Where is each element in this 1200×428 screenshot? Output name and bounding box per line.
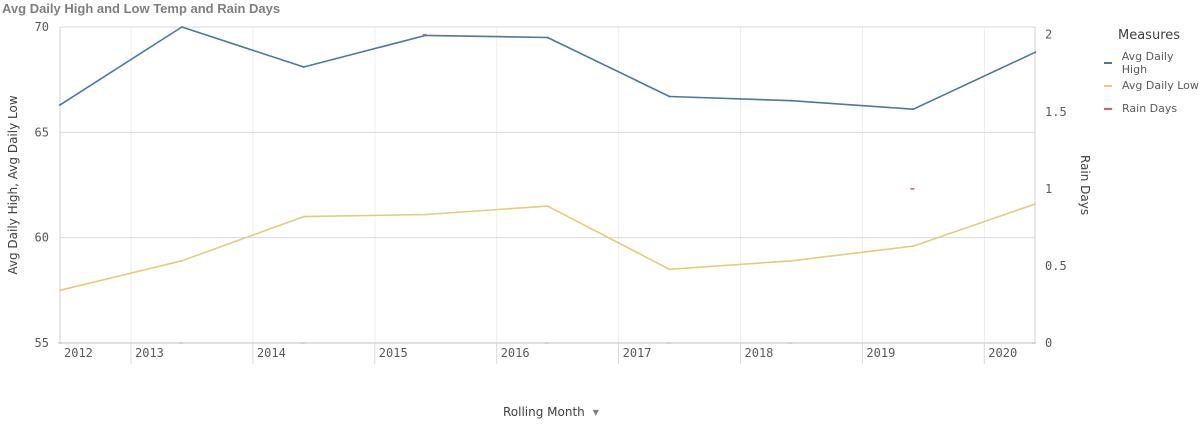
x-axis-title: Rolling Month bbox=[503, 405, 585, 419]
y-right-tick-label: 0 bbox=[1045, 336, 1052, 350]
y-right-tick-label: 0.5 bbox=[1045, 259, 1067, 273]
legend-swatch bbox=[1104, 84, 1112, 87]
legend-item-avg-daily-high[interactable]: Avg Daily High bbox=[1104, 49, 1200, 76]
x-tick-label: 2013 bbox=[135, 346, 164, 360]
y-right-axis-title: Rain Days bbox=[1078, 155, 1092, 215]
data-point-avg-daily-low bbox=[912, 245, 915, 248]
data-point-avg-daily-high bbox=[668, 95, 671, 98]
axes bbox=[59, 27, 1036, 364]
y-right-tick-label: 1.5 bbox=[1045, 105, 1067, 119]
data-point-avg-daily-high bbox=[1034, 51, 1037, 54]
legend-label: Rain Days bbox=[1122, 102, 1178, 115]
chevron-down-icon: ▼ bbox=[592, 407, 599, 417]
x-tick-label: 2020 bbox=[988, 346, 1017, 360]
data-point-avg-daily-high bbox=[912, 108, 915, 111]
x-tick-label: 2018 bbox=[745, 346, 774, 360]
data-point-avg-daily-high bbox=[180, 26, 183, 28]
legend-label: Avg Daily High bbox=[1121, 49, 1174, 76]
legend-label: Avg Daily Low bbox=[1122, 79, 1199, 92]
legend: Measures Avg Daily High Avg Daily Low Ra… bbox=[1104, 28, 1200, 120]
chart-title: Avg Daily High and Low Temp and Rain Day… bbox=[2, 1, 281, 16]
gridlines bbox=[60, 26, 1035, 344]
x-axis-title-dropdown[interactable]: Rolling Month ▼ bbox=[503, 405, 599, 419]
series-lines bbox=[58, 26, 1037, 344]
y-tick-label: 70 bbox=[35, 20, 49, 34]
axis-labels: 55 60 65 70 0 0.5 1 1.5 2 2012 2013 2014 2015 2016 201… bbox=[6, 20, 1092, 360]
x-tick-label: 2017 bbox=[623, 346, 652, 360]
x-tick-label: 2019 bbox=[866, 346, 895, 360]
data-point-avg-daily-high bbox=[546, 36, 549, 39]
x-tick-label: 2012 bbox=[64, 346, 93, 360]
legend-swatch bbox=[1104, 107, 1112, 110]
data-point-avg-daily-high bbox=[59, 103, 61, 106]
x-tick-label: 2015 bbox=[379, 346, 408, 360]
y-right-tick-label: 1 bbox=[1045, 182, 1052, 196]
data-point-avg-daily-low bbox=[668, 268, 671, 271]
series-line-avg-daily-low bbox=[59, 203, 1036, 292]
data-point-avg-daily-low bbox=[1034, 202, 1037, 205]
y-tick-label: 60 bbox=[35, 231, 49, 245]
legend-swatch bbox=[1104, 61, 1112, 64]
data-point-avg-daily-low bbox=[59, 289, 61, 292]
x-tick-label: 2016 bbox=[501, 346, 530, 360]
data-point-avg-daily-low bbox=[546, 205, 549, 208]
data-point-avg-daily-high bbox=[790, 99, 793, 102]
series-line-avg-daily-high bbox=[59, 26, 1036, 110]
data-point-avg-daily-low bbox=[790, 259, 793, 262]
y-right-tick-label: 2 bbox=[1045, 28, 1052, 42]
legend-item-avg-daily-low[interactable]: Avg Daily Low bbox=[1104, 74, 1200, 97]
x-tick-label: 2014 bbox=[257, 346, 286, 360]
legend-item-rain-days[interactable]: Rain Days bbox=[1104, 97, 1200, 120]
line-chart: 55 60 65 70 0 0.5 1 1.5 2 2012 2013 2014 2015 2016 201… bbox=[6, 20, 1092, 364]
data-point-avg-daily-low bbox=[424, 213, 427, 216]
y-tick-label: 65 bbox=[35, 125, 49, 139]
y-axis-title: Avg Daily High, Avg Daily Low bbox=[6, 95, 20, 274]
data-point-avg-daily-low bbox=[180, 259, 183, 262]
data-point-avg-daily-high bbox=[302, 66, 305, 69]
legend-title: Measures bbox=[1118, 28, 1181, 43]
y-tick-label: 55 bbox=[35, 336, 49, 350]
data-point-avg-daily-low bbox=[302, 215, 305, 218]
